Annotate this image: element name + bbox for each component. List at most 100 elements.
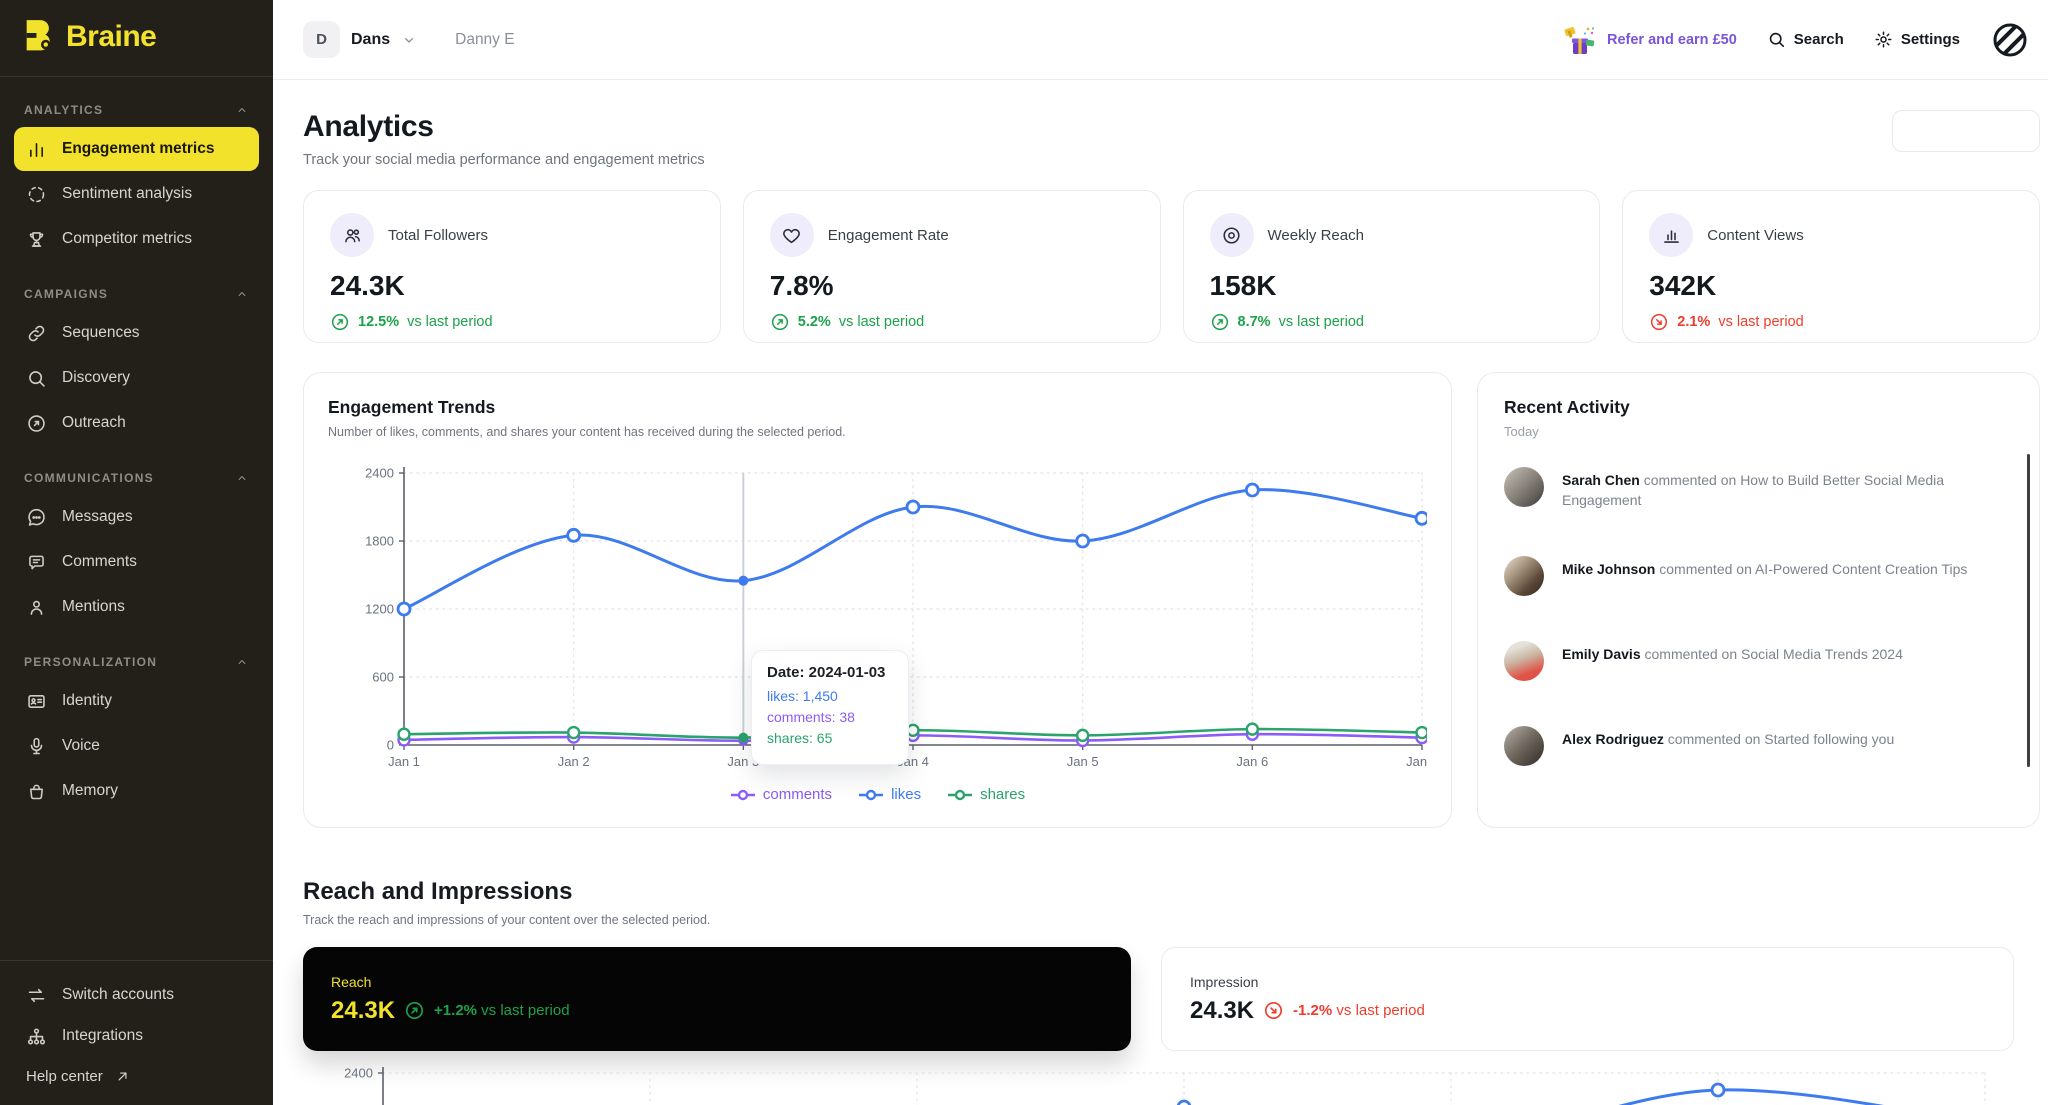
sidebar-item-label: Sequences xyxy=(62,324,140,341)
network-icon xyxy=(26,1026,47,1047)
legend-label: comments xyxy=(762,786,833,803)
sidebar-item-sentiment-analysis[interactable]: Sentiment analysis xyxy=(14,172,259,216)
legend-item-shares[interactable]: shares xyxy=(947,786,1025,803)
stat-label: Total Followers xyxy=(388,226,489,244)
sidebar-item-discovery[interactable]: Discovery xyxy=(14,356,259,400)
sidebar-section-header-campaigns[interactable]: CAMPAIGNS xyxy=(14,281,259,311)
stat-icon-circle xyxy=(1209,213,1254,257)
brand-name: Braine xyxy=(66,20,157,53)
trend-up-icon xyxy=(770,312,790,332)
sidebar-divider xyxy=(0,76,273,77)
topbar: D Dans Danny E xyxy=(273,0,2048,80)
main-area: D Dans Danny E xyxy=(273,0,2048,1105)
sidebar-item-switch-accounts[interactable]: Switch accounts xyxy=(14,975,259,1015)
activity-item-mike-johnson[interactable]: Mike Johnson commented on AI-Powered Con… xyxy=(1504,555,2013,596)
sidebar-section-header-communications[interactable]: COMMUNICATIONS xyxy=(14,465,259,495)
user-name: Danny E xyxy=(455,30,515,48)
sidebar-section-header-analytics[interactable]: ANALYTICS xyxy=(14,97,259,127)
sidebar-section-label: CAMPAIGNS xyxy=(24,287,109,301)
workspace-avatar[interactable]: D xyxy=(303,21,340,58)
page-title: Analytics xyxy=(303,110,434,143)
sidebar-item-engagement-metrics[interactable]: Engagement metrics xyxy=(14,127,259,171)
theme-toggle[interactable] xyxy=(1990,20,2030,60)
swap-icon xyxy=(26,985,47,1006)
impression-toggle[interactable]: Impression 24.3K -1.2% vs last period xyxy=(1161,947,2014,1051)
svg-text:2400: 2400 xyxy=(344,1066,373,1081)
sidebar-item-voice[interactable]: Voice xyxy=(14,724,259,768)
scrollbar[interactable] xyxy=(2027,454,2030,767)
activity-item-alex-rodriguez[interactable]: Alex Rodriguez commented on Started foll… xyxy=(1504,725,2013,766)
page-content: Analytics Track your social media perfor… xyxy=(273,80,2048,1105)
stat-value: 7.8% xyxy=(769,270,834,301)
reach-toggle[interactable]: Reach 24.3K +1.2% vs last period xyxy=(303,947,1131,1051)
chart-icon xyxy=(1661,225,1682,246)
activity-item-sarah-chen[interactable]: Sarah Chen commented on How to Build Bet… xyxy=(1504,467,2013,511)
activity-list: Sarah Chen commented on How to Build Bet… xyxy=(1504,467,2013,766)
tooltip-line: comments: 38 xyxy=(767,709,855,725)
sidebar-item-competitor-metrics[interactable]: Competitor metrics xyxy=(14,217,259,261)
link-icon xyxy=(26,323,47,344)
trend-up-icon xyxy=(330,312,350,332)
sidebar-item-identity[interactable]: Identity xyxy=(14,679,259,723)
arrow-up-right-circle-icon xyxy=(26,413,47,434)
trend-up-icon xyxy=(1210,312,1230,332)
brand-logo: Braine xyxy=(0,0,273,76)
legend-item-likes[interactable]: likes xyxy=(858,786,921,803)
tooltip-line: likes: 1,450 xyxy=(767,688,838,704)
svg-text:Jan 6: Jan 6 xyxy=(1236,754,1268,769)
sidebar-item-label: Outreach xyxy=(62,414,126,431)
search-icon xyxy=(26,368,47,389)
page-head: Analytics Track your social media perfor… xyxy=(303,110,2040,168)
sidebar-item-messages[interactable]: Messages xyxy=(14,495,259,539)
chevron-up-icon xyxy=(235,287,249,301)
recent-activity-card: Recent Activity Today Sarah Chen comment… xyxy=(1477,372,2040,828)
workspace-switcher[interactable]: D Dans xyxy=(303,21,417,58)
bag-icon xyxy=(26,781,47,802)
activity-item-emily-davis[interactable]: Emily Davis commented on Social Media Tr… xyxy=(1504,640,2013,681)
sidebar-item-memory[interactable]: Memory xyxy=(14,769,259,813)
activity-text: Alex Rodriguez commented on Started foll… xyxy=(1562,730,1895,747)
sidebar-item-help-center[interactable]: Help center xyxy=(14,1057,259,1095)
svg-text:600: 600 xyxy=(372,670,394,685)
sidebar-section-label: ANALYTICS xyxy=(24,103,104,117)
trophy-icon xyxy=(26,229,47,250)
date-range-picker[interactable] xyxy=(1892,110,2040,152)
external-link-icon xyxy=(115,1069,130,1084)
refer-link[interactable]: Refer and earn £50 xyxy=(1563,25,1737,55)
chevron-down-icon xyxy=(401,32,417,48)
settings-button[interactable]: Settings xyxy=(1874,30,1960,49)
activity-title: Recent Activity xyxy=(1504,397,1630,417)
chat-icon xyxy=(26,507,47,528)
sidebar-footer: Switch accounts Integrations Help center xyxy=(0,961,273,1105)
sidebar-section-personalization: PERSONALIZATION Identity Voice Memory xyxy=(14,649,259,813)
sidebar-item-sequences[interactable]: Sequences xyxy=(14,311,259,355)
gear-icon xyxy=(1874,30,1893,49)
trends-title: Engagement Trends xyxy=(328,397,496,417)
sidebar-section-header-personalization[interactable]: PERSONALIZATION xyxy=(14,649,259,679)
trend-down-icon xyxy=(1263,1000,1284,1021)
search-button[interactable]: Search xyxy=(1767,30,1844,49)
gift-icon xyxy=(1563,25,1597,55)
legend-marker xyxy=(730,789,755,800)
impression-value: 24.3K xyxy=(1190,996,1255,1024)
topbar-actions: Refer and earn £50 Search Settings xyxy=(1563,20,2030,60)
stat-value: 342K xyxy=(1649,270,1717,301)
sidebar-section-analytics: ANALYTICS Engagement metrics Sentiment a… xyxy=(14,97,259,261)
activity-text: Emily Davis commented on Social Media Tr… xyxy=(1562,645,1903,662)
stat-label: Content Views xyxy=(1707,226,1804,244)
svg-text:2400: 2400 xyxy=(365,466,394,481)
trends-subtitle: Number of likes, comments, and shares yo… xyxy=(328,425,846,439)
sidebar-item-integrations[interactable]: Integrations xyxy=(14,1016,259,1056)
impression-delta: -1.2% vs last period xyxy=(1293,1002,1425,1019)
legend-item-comments[interactable]: comments xyxy=(730,786,832,803)
sidebar-item-comments[interactable]: Comments xyxy=(14,540,259,584)
sidebar-item-mentions[interactable]: Mentions xyxy=(14,585,259,629)
stat-label: Engagement Rate xyxy=(827,226,949,244)
svg-text:0: 0 xyxy=(387,738,394,753)
sidebar-item-label: Sentiment analysis xyxy=(62,185,193,202)
sidebar-item-outreach[interactable]: Outreach xyxy=(14,401,259,445)
svg-text:1800: 1800 xyxy=(365,534,394,549)
chevron-up-icon xyxy=(235,103,249,117)
svg-text:Jan 1: Jan 1 xyxy=(388,754,420,769)
